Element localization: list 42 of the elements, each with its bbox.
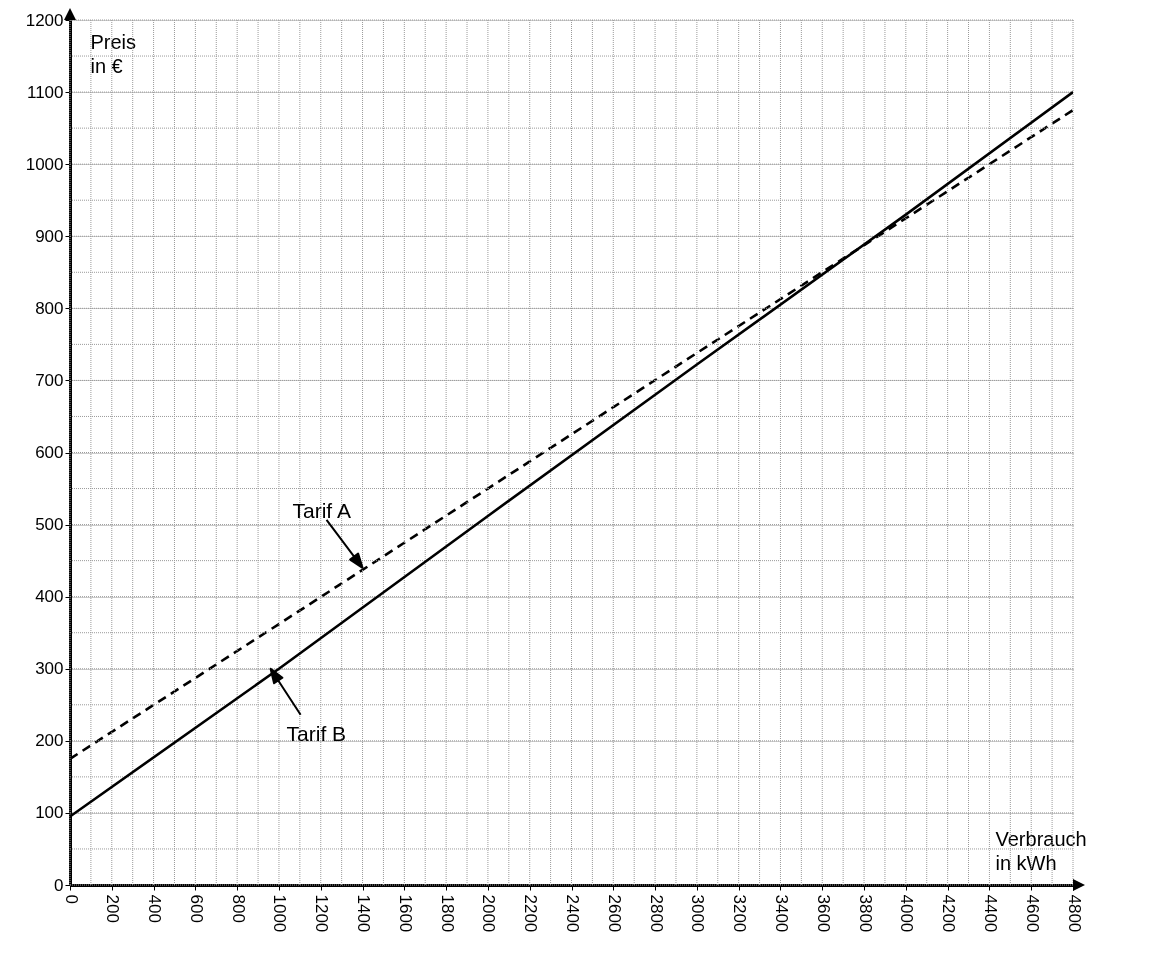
x-tick-label: 1400	[354, 894, 374, 933]
x-tick-label: 2600	[604, 894, 624, 933]
x-tick-label: 3000	[688, 894, 708, 933]
x-tick-label: 3600	[813, 894, 833, 933]
x-axis-title: Verbrauch in kWh	[995, 827, 1087, 874]
x-tick-label: 4000	[897, 894, 917, 933]
x-tick-label: 1200	[312, 894, 332, 933]
x-tick-label: 3800	[855, 894, 875, 933]
y-tick-label: 1000	[25, 154, 64, 174]
x-tick-label: 4600	[1022, 894, 1042, 933]
x-tick-label: 2400	[563, 894, 582, 933]
x-tick-label: 1000	[270, 894, 290, 933]
y-tick-label: 1200	[25, 10, 64, 30]
y-tick-label: 800	[35, 298, 64, 318]
y-tick-label: 100	[35, 803, 64, 823]
x-tick-label: 4200	[939, 894, 959, 933]
annotation: Tarif A	[292, 498, 351, 522]
y-tick-label: 1100	[26, 82, 64, 102]
y-tick-label: 400	[35, 587, 64, 607]
y-tick-label: 300	[35, 659, 64, 679]
y-tick-label: 600	[35, 443, 64, 462]
x-tick-label: 4800	[1064, 894, 1084, 933]
x-tick-label: 600	[186, 894, 206, 923]
x-tick-label: 2000	[479, 894, 499, 933]
annotation: Tarif B	[286, 721, 347, 745]
y-tick-label: 200	[35, 731, 64, 751]
x-tick-label: 2200	[521, 894, 541, 933]
x-tick-label: 400	[145, 894, 165, 923]
y-tick-label: 700	[35, 370, 64, 390]
x-tick-label: 1800	[437, 894, 457, 933]
x-tick-label: 200	[103, 894, 123, 923]
x-tick-label: 1600	[395, 894, 415, 933]
x-tick-label: 0	[61, 894, 81, 904]
y-tick-label: 500	[35, 515, 64, 535]
x-tick-label: 2800	[646, 894, 666, 933]
y-axis-title: Preis in €	[90, 30, 137, 77]
x-tick-label: 3400	[771, 894, 791, 933]
y-tick-label: 900	[35, 226, 64, 246]
x-tick-label: 3200	[730, 894, 750, 933]
x-tick-label: 800	[228, 894, 248, 923]
y-tick-label: 0	[54, 875, 64, 895]
x-tick-label: 4400	[980, 894, 1000, 933]
